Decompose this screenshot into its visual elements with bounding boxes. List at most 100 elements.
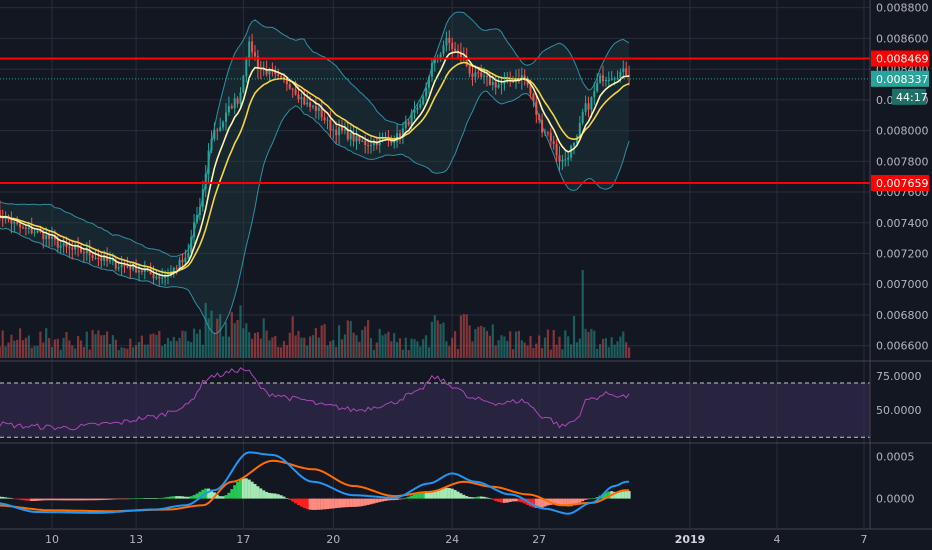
candle: [561, 154, 564, 170]
macd-histogram-bar: [195, 493, 199, 499]
candle: [352, 124, 355, 147]
macd-histogram-bar: [543, 498, 547, 507]
candle: [407, 118, 410, 127]
macd-histogram-bar: [494, 498, 498, 502]
macd-histogram-bar: [569, 498, 573, 507]
macd-histogram-bar: [105, 498, 109, 500]
candle: [88, 239, 91, 264]
volume-bar: [190, 342, 193, 358]
volume-bar: [491, 324, 494, 358]
candle: [138, 263, 140, 282]
volume-bar: [462, 314, 465, 358]
macd-histogram-bar: [82, 498, 86, 501]
macd-signal-line: [0, 459, 630, 513]
date-tick-label: 24: [445, 533, 459, 546]
candle: [175, 264, 178, 275]
volume-bar: [509, 331, 512, 358]
volume-bar: [114, 339, 117, 358]
volume-bar: [256, 332, 259, 358]
volume-bar: [19, 328, 22, 358]
macd-histogram-bar: [476, 496, 480, 499]
candle: [256, 49, 259, 79]
candle: [584, 95, 587, 116]
price-pane[interactable]: [0, 11, 870, 358]
volume-bar: [465, 314, 468, 358]
volume-bar: [149, 334, 152, 358]
macd-histogram-bar: [450, 488, 454, 499]
volume-bar: [454, 331, 457, 358]
macd-histogram-bar: [154, 498, 158, 499]
volume-bar: [323, 324, 326, 358]
macd-histogram-bar: [163, 497, 167, 499]
candle: [94, 249, 97, 260]
macd-histogram-bar: [285, 498, 289, 499]
macd-histogram-bar: [595, 497, 599, 499]
rsi-pane[interactable]: [0, 367, 870, 438]
volume-bar: [216, 318, 219, 358]
macd-histogram-bar: [488, 498, 492, 500]
macd-histogram-bar: [120, 498, 124, 500]
level-label-box: [871, 174, 929, 191]
macd-histogram-bar: [99, 498, 103, 501]
volume-bar: [430, 321, 433, 358]
volume-bar: [338, 325, 341, 358]
volume-bar: [378, 328, 381, 358]
volume-bar: [445, 341, 448, 358]
macd-histogram-bar: [311, 498, 315, 510]
macd-histogram-bar: [166, 496, 170, 499]
volume-bar: [329, 341, 332, 358]
macd-histogram-bar: [65, 498, 68, 501]
macd-histogram-bar: [427, 491, 431, 499]
macd-histogram-bar: [128, 498, 132, 500]
macd-histogram-bar: [201, 489, 205, 499]
volume-bar: [74, 348, 77, 358]
volume-bar: [355, 335, 358, 358]
macd-histogram-bar: [270, 493, 274, 499]
candle: [532, 92, 535, 108]
macd-histogram-bar: [102, 498, 106, 500]
volume-bar: [311, 335, 315, 358]
macd-histogram-bar: [247, 479, 251, 499]
macd-histogram-bar: [421, 491, 425, 499]
volume-bar: [204, 303, 207, 358]
volume-bar: [4, 346, 7, 358]
macd-histogram-bar: [465, 496, 469, 499]
candle: [419, 99, 422, 110]
macd-histogram-bar: [198, 491, 202, 499]
volume-bar: [616, 341, 619, 358]
macd-tick-label: 0.0005: [876, 451, 915, 464]
macd-histogram-bar: [123, 498, 126, 500]
date-tick-label: 4: [774, 533, 781, 546]
volume-bar: [314, 328, 317, 358]
volume-bar: [619, 336, 622, 358]
macd-histogram-bar: [485, 497, 489, 499]
macd-histogram-bar: [4, 497, 8, 499]
volume-bar: [42, 342, 45, 358]
macd-histogram-bar: [462, 494, 466, 499]
volume-bar: [575, 342, 578, 358]
macd-histogram-bar: [146, 498, 150, 499]
candle: [65, 236, 68, 254]
macd-histogram-bar: [404, 497, 408, 499]
macd-histogram-bar: [520, 498, 524, 503]
candle: [602, 65, 604, 87]
volume-bar: [474, 329, 477, 358]
candle: [36, 229, 39, 234]
volume-bar: [529, 335, 532, 358]
volume-bar: [538, 335, 541, 358]
macd-pane[interactable]: [0, 451, 631, 515]
volume-bar: [471, 341, 474, 358]
macd-histogram-bar: [297, 498, 300, 506]
volume-bar: [77, 336, 80, 358]
macd-histogram-bar: [143, 498, 147, 499]
macd-histogram-bar: [386, 498, 390, 501]
candle: [100, 251, 103, 269]
volume-bar: [117, 349, 120, 358]
volume-bar: [599, 344, 602, 358]
macd-histogram-bar: [256, 486, 260, 499]
macd-histogram-bar: [375, 498, 379, 503]
volume-bar: [143, 344, 146, 358]
volume-bar: [425, 335, 428, 358]
candle: [219, 117, 222, 132]
